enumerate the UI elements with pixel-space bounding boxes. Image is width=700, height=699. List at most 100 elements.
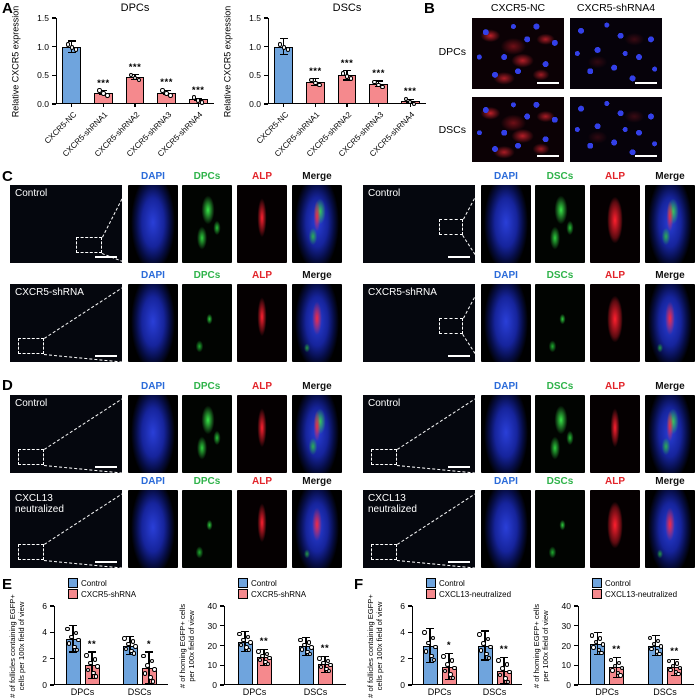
condition-label: CXCR5-shRNA xyxy=(368,287,437,298)
chart-homing-cxcr5: 0 10 20 30 40 # of homing EGFP+ cells per 100x… xyxy=(178,578,350,698)
data-point xyxy=(658,644,664,649)
scale-bar xyxy=(537,81,559,84)
egfp-cells-image xyxy=(182,395,232,473)
y-tick xyxy=(220,684,224,686)
dapi-image xyxy=(128,490,178,568)
b-image-dscs-nc xyxy=(472,97,564,162)
error-bar-cap xyxy=(69,651,77,653)
legend-label: CXCR5-shRNA xyxy=(251,589,307,599)
y-axis-label-line: Relative CXCR5 expression xyxy=(10,5,21,117)
error-bar-cap xyxy=(426,662,434,664)
error-bar-line xyxy=(148,652,150,684)
inset-box xyxy=(18,544,44,560)
b-row-label-dscs: DSCs xyxy=(438,124,466,136)
y-tick-label: 1.5 xyxy=(37,13,49,23)
overview-fluorescence-image: Control xyxy=(363,185,475,263)
y-tick xyxy=(52,46,56,48)
x-tick-label: CXCR5-shRNA4 xyxy=(368,110,417,159)
data-point xyxy=(73,630,78,636)
legend-swatch xyxy=(592,578,602,588)
legend: Control CXCR5-shRNA xyxy=(68,578,136,600)
data-point xyxy=(93,674,99,679)
data-point xyxy=(277,42,282,47)
channel-header-cells: DPCs xyxy=(193,476,221,487)
legend-swatch xyxy=(426,578,436,588)
data-point xyxy=(619,666,625,671)
significance-label: *** xyxy=(372,68,385,80)
legend-label: Control xyxy=(81,578,107,588)
chart-title: DSCs xyxy=(332,2,362,14)
error-bar-cap xyxy=(321,655,329,657)
c-right-row-shrna: DAPI DSCs ALP Merge CXCR5-shRNA xyxy=(363,270,700,363)
data-point xyxy=(340,71,346,76)
legend-swatch xyxy=(426,589,436,599)
error-bar-cap xyxy=(593,653,602,655)
y-tick-label: 1.0 xyxy=(249,41,261,52)
significance-label: ** xyxy=(612,644,621,656)
error-bar-cap xyxy=(612,676,621,678)
y-tick xyxy=(574,684,578,686)
x-tick-label: DPCs xyxy=(70,687,95,697)
significance-label: ** xyxy=(499,644,509,656)
chart-cxcr5-expression-dpcs: 0.0 0.5 1.0 1.5 DPCs Relative CXCR5 expressio… xyxy=(10,2,220,166)
error-bar-line xyxy=(596,632,599,655)
data-point xyxy=(256,649,261,654)
data-point xyxy=(126,641,131,647)
condition-label: Control xyxy=(15,398,48,409)
data-point xyxy=(123,646,129,651)
significance-label: *** xyxy=(128,61,142,73)
data-point xyxy=(305,649,310,654)
merge-image xyxy=(645,395,695,473)
error-bar-cap xyxy=(145,683,153,685)
data-point xyxy=(299,647,305,652)
overview-fluorescence-image: CXCL13 neutralized xyxy=(363,490,475,568)
data-point xyxy=(318,664,324,670)
x-tick-label: DSCs xyxy=(303,687,328,697)
x-tick xyxy=(166,104,168,107)
y-tick xyxy=(220,664,224,666)
data-point xyxy=(92,657,97,662)
data-point xyxy=(244,645,249,650)
data-point xyxy=(677,665,683,671)
overview-fluorescence-image: CXCR5-shRNA xyxy=(10,284,122,362)
data-point xyxy=(496,658,501,663)
data-point xyxy=(149,658,154,663)
y-tick-label: 4 xyxy=(400,627,405,638)
alp-image xyxy=(237,395,287,473)
legend-item: Control xyxy=(238,578,306,588)
y-tick-label: 30 xyxy=(561,620,571,631)
scale-bar xyxy=(95,560,117,563)
y-tick-label: 0.5 xyxy=(249,70,261,81)
data-point xyxy=(321,660,326,666)
x-tick-label: CXCR5-NC xyxy=(42,110,79,146)
channel-header-merge: Merge xyxy=(655,171,685,182)
significance-label: * xyxy=(146,639,152,651)
condition-label: Control xyxy=(15,188,48,199)
chart-follicles-cxcl13: 0 2 4 6 # of follicles containing EGFP+ cells… xyxy=(366,578,526,698)
data-point xyxy=(309,645,314,650)
legend-label: CXCL13-neutralized xyxy=(439,589,512,599)
panel-label-e: E xyxy=(2,576,13,593)
data-point xyxy=(131,651,137,656)
channel-header-alp: ALP xyxy=(252,171,272,182)
plot-area xyxy=(578,606,694,685)
x-tick xyxy=(71,104,73,107)
data-point xyxy=(245,634,250,640)
plot-area xyxy=(412,606,522,685)
error-bar-cap xyxy=(481,659,489,661)
data-point xyxy=(133,644,138,649)
data-point xyxy=(449,658,454,663)
legend-item: CXCR5-shRNA xyxy=(238,589,306,599)
y-tick xyxy=(220,644,224,647)
inset-box xyxy=(439,318,463,334)
error-bar-cap xyxy=(279,38,288,40)
merge-image xyxy=(645,284,695,362)
dapi-image xyxy=(481,284,531,362)
y-tick-label: 0.0 xyxy=(249,99,261,109)
data-point xyxy=(433,645,438,650)
y-tick xyxy=(220,625,224,627)
b-image-dscs-shrna4 xyxy=(570,97,662,162)
significance-label: ** xyxy=(259,636,269,648)
alp-image xyxy=(237,185,287,263)
data-point xyxy=(481,641,486,646)
